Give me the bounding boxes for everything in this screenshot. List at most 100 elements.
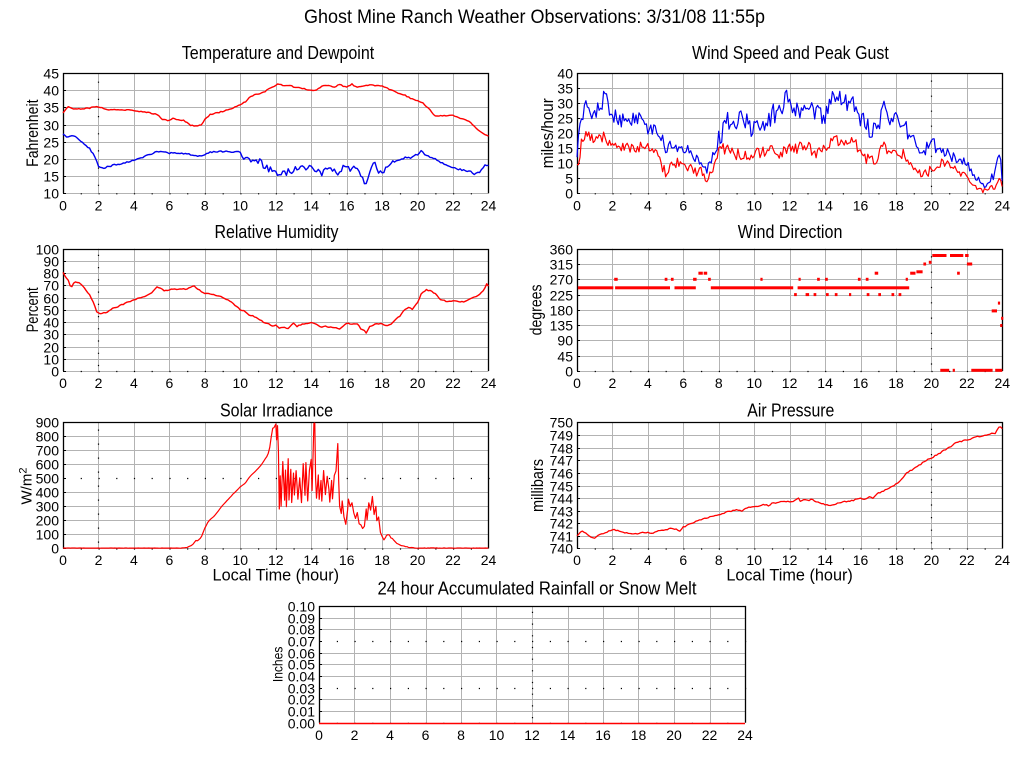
svg-text:0: 0	[565, 185, 573, 201]
svg-text:18: 18	[888, 198, 904, 214]
svg-text:80: 80	[43, 265, 59, 281]
svg-text:16: 16	[595, 727, 611, 743]
svg-text:16: 16	[339, 198, 355, 214]
svg-text:Temperature and Dewpoint: Temperature and Dewpoint	[182, 42, 374, 63]
svg-text:2: 2	[351, 727, 359, 743]
svg-text:20: 20	[557, 125, 573, 141]
svg-text:744: 744	[550, 490, 574, 506]
svg-text:millibars: millibars	[529, 459, 547, 512]
svg-text:400: 400	[36, 484, 60, 500]
svg-text:8: 8	[715, 552, 723, 568]
svg-text:10: 10	[43, 351, 59, 367]
svg-text:Inches: Inches	[271, 646, 286, 682]
svg-text:20: 20	[666, 727, 682, 743]
svg-text:Ghost Mine Ranch Weather Obser: Ghost Mine Ranch Weather Observations: 3…	[304, 7, 765, 28]
svg-text:18: 18	[888, 375, 904, 391]
svg-text:0.01: 0.01	[288, 703, 315, 719]
svg-text:200: 200	[36, 512, 60, 528]
svg-text:10: 10	[233, 198, 249, 214]
svg-text:0.02: 0.02	[288, 691, 315, 707]
svg-text:18: 18	[631, 727, 647, 743]
svg-text:24 hour Accumulated Rainfall o: 24 hour Accumulated Rainfall or Snow Mel…	[378, 578, 697, 599]
svg-text:315: 315	[550, 256, 574, 272]
svg-text:Relative Humidity: Relative Humidity	[215, 221, 340, 242]
svg-text:0.08: 0.08	[288, 621, 315, 637]
svg-text:8: 8	[201, 552, 209, 568]
svg-text:24: 24	[995, 552, 1011, 568]
svg-text:6: 6	[679, 552, 687, 568]
svg-text:35: 35	[557, 80, 573, 96]
svg-text:225: 225	[550, 287, 574, 303]
svg-text:Solar Irradiance: Solar Irradiance	[220, 400, 333, 421]
svg-text:0.09: 0.09	[288, 610, 315, 626]
svg-text:746: 746	[550, 465, 574, 481]
svg-text:6: 6	[166, 375, 174, 391]
svg-text:742: 742	[550, 515, 574, 531]
svg-text:22: 22	[959, 198, 975, 214]
svg-text:12: 12	[268, 198, 284, 214]
svg-text:20: 20	[924, 375, 940, 391]
svg-text:12: 12	[782, 198, 798, 214]
svg-text:Wind Direction: Wind Direction	[738, 221, 843, 242]
svg-text:4: 4	[130, 375, 138, 391]
svg-text:749: 749	[550, 427, 574, 443]
svg-text:5: 5	[565, 170, 573, 186]
svg-text:10: 10	[233, 375, 249, 391]
svg-text:90: 90	[43, 253, 59, 269]
svg-text:20: 20	[410, 375, 426, 391]
svg-text:10: 10	[43, 185, 59, 201]
svg-text:745: 745	[550, 478, 574, 494]
svg-text:747: 747	[550, 452, 574, 468]
svg-text:24: 24	[995, 375, 1011, 391]
svg-text:W/m2: W/m2	[18, 468, 36, 505]
svg-text:740: 740	[550, 540, 574, 556]
svg-text:0: 0	[59, 552, 67, 568]
svg-text:0: 0	[573, 552, 581, 568]
svg-text:900: 900	[36, 414, 60, 430]
svg-text:16: 16	[339, 552, 355, 568]
svg-text:35: 35	[43, 99, 59, 115]
svg-text:22: 22	[445, 552, 461, 568]
svg-text:15: 15	[43, 168, 59, 184]
svg-text:10: 10	[746, 198, 762, 214]
svg-text:600: 600	[36, 456, 60, 472]
svg-text:100: 100	[36, 526, 60, 542]
svg-text:300: 300	[36, 498, 60, 514]
svg-text:743: 743	[550, 503, 574, 519]
svg-text:20: 20	[924, 198, 940, 214]
svg-text:45: 45	[557, 348, 573, 364]
svg-text:16: 16	[853, 552, 869, 568]
svg-text:4: 4	[130, 552, 138, 568]
svg-text:50: 50	[43, 302, 59, 318]
svg-text:4: 4	[130, 198, 138, 214]
svg-text:18: 18	[374, 375, 390, 391]
svg-text:741: 741	[550, 528, 574, 544]
svg-text:24: 24	[995, 198, 1011, 214]
svg-text:Local Time (hour): Local Time (hour)	[726, 566, 853, 585]
svg-text:8: 8	[715, 198, 723, 214]
svg-text:12: 12	[782, 552, 798, 568]
svg-text:24: 24	[481, 552, 497, 568]
svg-text:4: 4	[644, 198, 652, 214]
svg-text:22: 22	[959, 375, 975, 391]
svg-text:0.03: 0.03	[288, 680, 315, 696]
svg-text:0: 0	[573, 375, 581, 391]
svg-text:90: 90	[557, 332, 573, 348]
svg-text:8: 8	[715, 375, 723, 391]
svg-text:800: 800	[36, 428, 60, 444]
svg-text:miles/hour: miles/hour	[539, 98, 557, 168]
svg-text:22: 22	[445, 198, 461, 214]
svg-text:12: 12	[268, 375, 284, 391]
svg-text:22: 22	[445, 375, 461, 391]
svg-text:2: 2	[95, 198, 103, 214]
svg-text:4: 4	[644, 375, 652, 391]
svg-text:4: 4	[644, 552, 652, 568]
svg-text:0.04: 0.04	[288, 668, 315, 684]
svg-text:0: 0	[565, 363, 573, 379]
svg-text:135: 135	[550, 317, 574, 333]
svg-text:4: 4	[386, 727, 394, 743]
svg-text:14: 14	[817, 552, 833, 568]
svg-text:360: 360	[550, 241, 574, 257]
svg-text:60: 60	[43, 290, 59, 306]
svg-text:30: 30	[557, 95, 573, 111]
